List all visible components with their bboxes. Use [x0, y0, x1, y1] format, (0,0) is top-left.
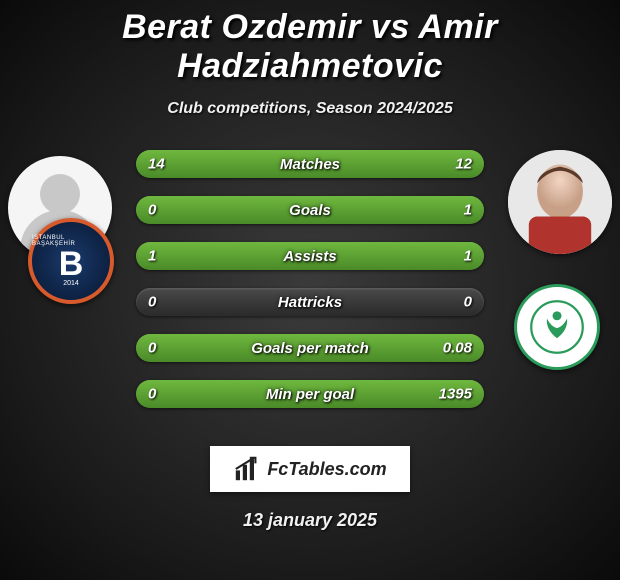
stat-value-right: 1 [464, 248, 472, 265]
club1-year: 2014 [63, 280, 79, 287]
branding-badge: FcTables.com [210, 446, 410, 492]
stat-rows: 1412Matches01Goals11Assists00Hattricks00… [136, 150, 484, 426]
page-title: Berat Ozdemir vs Amir Hadziahmetovic [0, 0, 620, 86]
subtitle: Club competitions, Season 2024/2025 [0, 100, 620, 118]
stat-value-left: 0 [148, 202, 156, 219]
club1-letter: B [59, 245, 84, 284]
stat-value-left: 1 [148, 248, 156, 265]
date-text: 13 january 2025 [0, 510, 620, 531]
branding-text: FcTables.com [267, 459, 386, 480]
stat-value-left: 0 [148, 386, 156, 403]
stat-label: Matches [280, 156, 340, 173]
stat-label: Goals [289, 202, 331, 219]
stat-label: Goals per match [251, 340, 369, 357]
stat-value-left: 14 [148, 156, 165, 173]
stat-value-left: 0 [148, 340, 156, 357]
stat-row: 14 12 Matches [136, 150, 484, 178]
stat-value-right: 1 [464, 202, 472, 219]
club1-logo: ISTANBUL BAŞAKŞEHİR B 2014 [28, 218, 114, 304]
player2-photo [508, 150, 612, 254]
club2-logo [514, 284, 600, 370]
stat-value-right: 0.08 [443, 340, 472, 357]
stat-value-right: 12 [455, 156, 472, 173]
stat-value-left: 0 [148, 294, 156, 311]
stat-value-right: 1395 [439, 386, 472, 403]
stat-row: 0 1 Goals [136, 196, 484, 224]
branding-icon [233, 455, 261, 483]
stats-area: ISTANBUL BAŞAKŞEHİR B 2014 14 12 Matches 0 1… [0, 150, 620, 440]
stat-row: 0 0.08 Goals per match [136, 334, 484, 362]
stat-row: 0 0 Hattricks [136, 288, 484, 316]
stat-row: 1 1 Assists [136, 242, 484, 270]
stat-label: Assists [283, 248, 336, 265]
stat-value-right: 0 [464, 294, 472, 311]
stat-label: Min per goal [266, 386, 354, 403]
stat-row: 0 1395 Min per goal [136, 380, 484, 408]
stat-label: Hattricks [278, 294, 342, 311]
